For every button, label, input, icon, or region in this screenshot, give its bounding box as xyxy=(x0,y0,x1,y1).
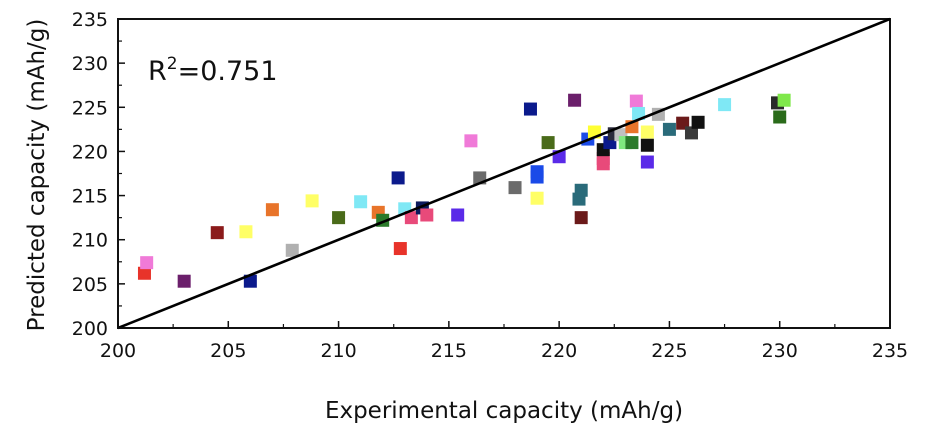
data-point xyxy=(640,138,654,152)
r-squared-value: =0.751 xyxy=(178,56,278,87)
data-point xyxy=(140,256,154,270)
data-point xyxy=(773,110,787,124)
data-point xyxy=(404,211,418,225)
y-axis-title: Predicted capacity (mAh/g) xyxy=(24,19,50,332)
x-tick-label: 235 xyxy=(872,340,908,362)
x-tick-label: 220 xyxy=(541,340,577,362)
x-tick-label: 225 xyxy=(651,340,687,362)
x-tick-label: 210 xyxy=(320,340,356,362)
r-squared-superscript: 2 xyxy=(167,54,178,74)
data-point xyxy=(530,191,544,205)
y-tick-label: 215 xyxy=(72,186,108,208)
data-point xyxy=(625,136,639,150)
x-tick-label: 230 xyxy=(762,340,798,362)
y-tick-label: 205 xyxy=(72,274,108,296)
data-point xyxy=(210,226,224,240)
data-point xyxy=(391,171,405,185)
data-point xyxy=(684,126,698,140)
x-tick-label: 205 xyxy=(210,340,246,362)
y-tick-label: 235 xyxy=(72,9,108,31)
data-point xyxy=(568,93,582,107)
x-axis-title: Experimental capacity (mAh/g) xyxy=(325,398,683,424)
y-axis: 200 205 210 215 220 225 230 235 xyxy=(72,9,125,340)
x-axis: 200 205 210 215 220 225 230 235 xyxy=(100,321,908,362)
data-point xyxy=(777,93,791,107)
data-point xyxy=(243,274,257,288)
y-tick-label: 220 xyxy=(72,141,108,163)
data-point xyxy=(137,266,151,280)
data-point xyxy=(691,115,705,129)
x-tick-label: 215 xyxy=(431,340,467,362)
data-point xyxy=(530,165,544,179)
data-point xyxy=(718,98,732,112)
data-point xyxy=(632,106,646,120)
data-point xyxy=(640,155,654,169)
data-point xyxy=(574,211,588,225)
data-point xyxy=(523,102,537,116)
data-point xyxy=(508,181,522,195)
y-tick-label: 200 xyxy=(72,318,108,340)
data-point xyxy=(640,125,654,139)
data-point xyxy=(354,195,368,209)
y-tick-label: 210 xyxy=(72,230,108,252)
x-tick-label: 200 xyxy=(100,340,136,362)
r-squared-annotation: R2=0.751 xyxy=(148,54,278,87)
data-point xyxy=(265,203,279,217)
data-point xyxy=(662,122,676,136)
data-point xyxy=(285,243,299,257)
r-squared-symbol: R xyxy=(148,56,167,87)
data-point xyxy=(420,208,434,222)
data-point xyxy=(541,136,555,150)
reference-line xyxy=(117,17,891,330)
data-point xyxy=(332,211,346,225)
data-point xyxy=(305,194,319,208)
data-point xyxy=(574,183,588,197)
data-point xyxy=(451,208,465,222)
data-point xyxy=(464,134,478,148)
y-tick-label: 230 xyxy=(72,53,108,75)
data-point xyxy=(177,274,191,288)
data-point xyxy=(239,225,253,239)
data-point xyxy=(393,242,407,256)
y-tick-label: 225 xyxy=(72,97,108,119)
data-point xyxy=(629,94,643,108)
